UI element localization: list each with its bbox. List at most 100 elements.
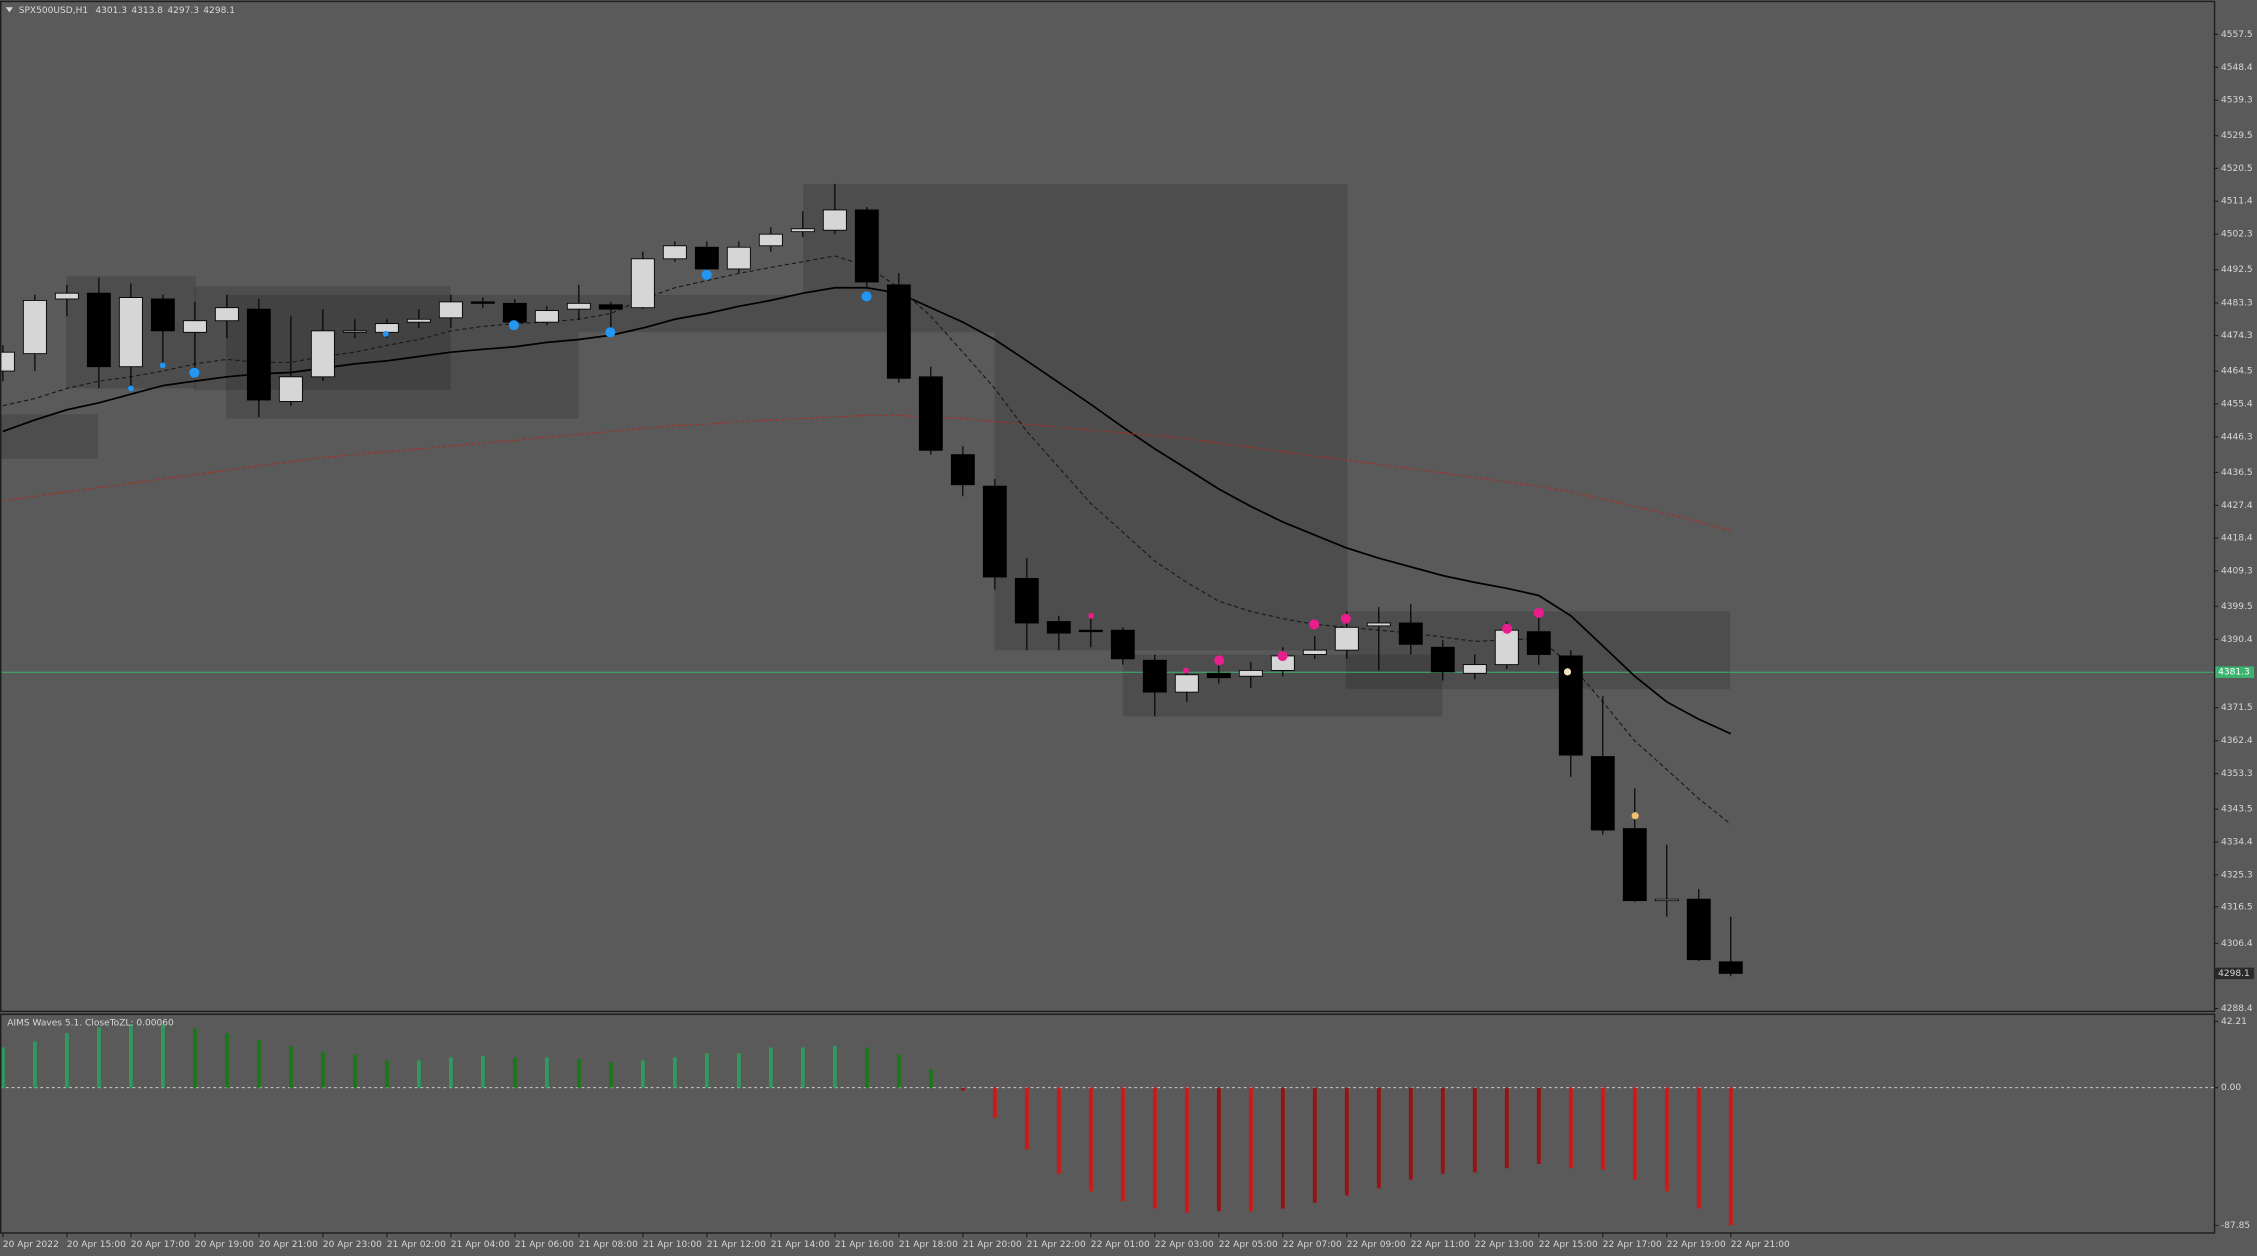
menu-arrow[interactable] <box>5 7 13 13</box>
candle-body <box>438 301 463 319</box>
candle-body <box>726 246 751 270</box>
signal <box>1183 667 1189 674</box>
header: SPX500USD,H1 4301.3 4313.8 4297.3 4298.1 <box>19 6 235 16</box>
x-tick-label: 21 Apr 16:00 <box>835 1240 894 1250</box>
candle-body <box>1718 961 1743 974</box>
candle-body <box>502 302 527 323</box>
zone <box>0 414 98 459</box>
signal <box>189 367 200 378</box>
histogram-bar <box>1 1047 5 1088</box>
x-tick-label: 22 Apr 21:00 <box>1731 1240 1790 1250</box>
candle-body <box>790 228 815 233</box>
histogram-bar <box>544 1057 549 1088</box>
x-tick-label: 22 Apr 19:00 <box>1667 1240 1726 1250</box>
indicator-title: AIMS Waves 5.1. CloseToZL: 0.00060 <box>7 1018 174 1028</box>
candle-body <box>54 292 79 300</box>
histogram-bar <box>704 1053 709 1088</box>
candle-body <box>150 298 175 332</box>
histogram-bar <box>1632 1087 1637 1180</box>
signal <box>1631 812 1639 820</box>
histogram-bar <box>576 1058 581 1088</box>
histogram-bar <box>256 1040 261 1088</box>
candle-body <box>534 310 559 323</box>
histogram-bar <box>1696 1087 1701 1209</box>
candle-body <box>982 485 1007 578</box>
signal <box>1340 613 1351 624</box>
candle-body <box>1014 578 1039 624</box>
candle-body <box>598 304 623 310</box>
y-tick-label: 4474.3 <box>2221 331 2253 341</box>
y-tick-label: 42.21 <box>2221 1017 2247 1027</box>
moving-average <box>2 255 1732 825</box>
candle-body <box>214 307 239 322</box>
histogram-bar <box>288 1045 293 1088</box>
candle-body <box>822 209 847 231</box>
histogram-bar <box>1408 1087 1413 1180</box>
low: 4297.3 <box>167 6 199 16</box>
candle-body <box>950 454 975 486</box>
x-tick-label: 20 Apr 21:00 <box>259 1240 318 1250</box>
x-tick-label: 22 Apr 01:00 <box>1091 1240 1150 1250</box>
x-tick-label: 22 Apr 05:00 <box>1219 1240 1278 1250</box>
histogram-bar <box>672 1057 677 1088</box>
signal <box>1533 607 1544 618</box>
candle-body <box>246 308 271 401</box>
y-tick-label: 4306.4 <box>2221 939 2253 949</box>
x-tick-label: 20 Apr 19:00 <box>195 1240 254 1250</box>
y-tick-label: 4548.4 <box>2221 63 2253 73</box>
candle-body <box>1398 622 1423 645</box>
histogram-bar <box>768 1047 773 1088</box>
histogram-bar <box>1152 1087 1157 1209</box>
level-tag <box>2215 666 2255 678</box>
signal <box>1214 655 1225 666</box>
y-tick-label: 4557.5 <box>2221 30 2253 40</box>
histogram-bar <box>1376 1087 1381 1189</box>
candle-body <box>1654 898 1679 902</box>
candle-body <box>310 330 335 378</box>
histogram-bar <box>1088 1087 1093 1192</box>
candle-body <box>1590 756 1615 831</box>
y-tick-label: 4455.4 <box>2221 399 2253 409</box>
candle-body <box>854 209 879 283</box>
histogram-bar <box>1280 1087 1285 1209</box>
histogram-bar <box>1216 1087 1221 1212</box>
x-tick-label: 21 Apr 18:00 <box>899 1240 958 1250</box>
y-tick-label: -87.85 <box>2221 1221 2250 1231</box>
candle-body <box>1238 669 1263 677</box>
signal <box>605 327 616 338</box>
x-tick-label: 21 Apr 12:00 <box>707 1240 766 1250</box>
histogram-bar <box>160 1024 165 1088</box>
histogram-bar <box>352 1054 357 1088</box>
x-tick-label: 20 Apr 23:00 <box>323 1240 382 1250</box>
y-tick-label: 4483.3 <box>2221 298 2253 308</box>
histogram-bar <box>1536 1087 1541 1164</box>
histogram-bar <box>1728 1087 1733 1226</box>
plot: 4557.5 4548.4 4539.3 4529.5 4520.5 4511.4 4502… <box>0 30 2255 1250</box>
candle-body <box>694 246 719 270</box>
histogram-bar <box>1024 1087 1029 1150</box>
histogram-bar <box>1312 1087 1317 1203</box>
signal <box>1277 651 1288 662</box>
y-tick-label: 4409.3 <box>2221 566 2253 576</box>
histogram-bar <box>1600 1087 1605 1170</box>
x-tick-label: 22 Apr 15:00 <box>1539 1240 1598 1250</box>
indicator-frame <box>0 1013 2216 1234</box>
candle-body <box>1366 622 1391 627</box>
signal <box>128 385 134 392</box>
y-tick-label: 4390.4 <box>2221 635 2253 645</box>
x-tick-label: 21 Apr 22:00 <box>1027 1240 1086 1250</box>
moving-average <box>2 414 1731 532</box>
y-tick-label: 4334.4 <box>2221 838 2253 848</box>
signal <box>508 320 519 331</box>
histogram-bar <box>97 1027 101 1088</box>
candle-body <box>470 301 495 304</box>
signal <box>861 291 872 302</box>
signal <box>1088 612 1094 619</box>
candle-body <box>1430 646 1455 673</box>
candle-body <box>1526 631 1551 655</box>
histogram-bar <box>960 1087 965 1091</box>
histogram-bar <box>1504 1087 1509 1169</box>
x-tick-label: 22 Apr 17:00 <box>1603 1240 1662 1250</box>
candle-body <box>374 323 399 333</box>
signal <box>1309 619 1320 630</box>
